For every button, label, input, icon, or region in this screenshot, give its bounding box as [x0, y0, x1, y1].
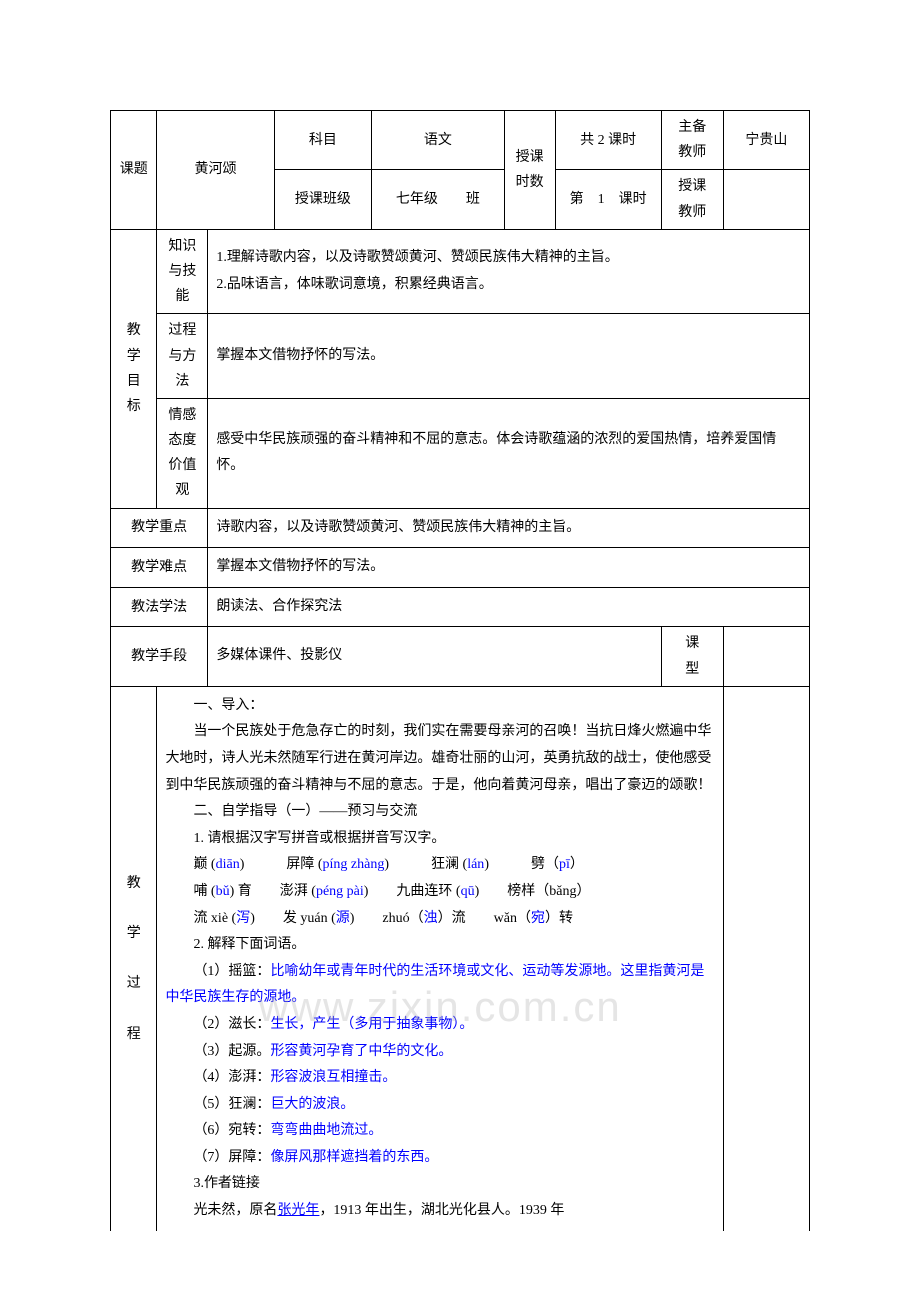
label-method: 教法学法 — [111, 587, 208, 627]
label-main-teacher: 主备教师 — [661, 111, 723, 170]
label-focus: 教学重点 — [111, 508, 208, 548]
label-means: 教学手段 — [111, 627, 208, 686]
topic-value: 黄河颂 — [157, 111, 274, 230]
main-teacher: 宁贵山 — [723, 111, 809, 170]
def-7: （7）屏障：像屏风那样遮挡着的东西。 — [165, 1145, 714, 1172]
label-difficulty: 教学难点 — [111, 548, 208, 588]
label-emotion: 情感态度价值观 — [157, 398, 208, 508]
means-text: 多媒体课件、投影仪 — [208, 627, 661, 686]
process-right-blank — [723, 686, 809, 1230]
label-class: 授课班级 — [274, 170, 371, 229]
def-4: （4）澎湃：形容波浪互相撞击。 — [165, 1065, 714, 1092]
total-hours: 共 2 课时 — [555, 111, 661, 170]
def-6: （6）宛转：弯弯曲曲地流过。 — [165, 1118, 714, 1145]
def-3: （3）起源。形容黄河孕育了中华的文化。 — [165, 1039, 714, 1066]
intro-text: 当一个民族处于危急存亡的时刻，我们实在需要母亲河的召唤！当抗日烽火燃遍中华大地时… — [165, 719, 714, 799]
label-process: 过程与方法 — [157, 314, 208, 399]
q2-title: 2. 解释下面词语。 — [165, 932, 714, 959]
knowledge-text: 1.理解诗歌内容，以及诗歌赞颂黄河、赞颂民族伟大精神的主旨。 2.品味语言，体味… — [208, 229, 810, 314]
q3-title: 3.作者链接 — [165, 1171, 714, 1198]
label-process-flow: 教 学 过 程 — [111, 686, 157, 1230]
label-knowledge: 知识与技能 — [157, 229, 208, 314]
process-text: 掌握本文借物抒怀的写法。 — [208, 314, 810, 399]
def-2: （2）滋长：生长，产生（多用于抽象事物）。 — [165, 1012, 714, 1039]
label-topic: 课题 — [111, 111, 157, 230]
label-goals: 教学目标 — [111, 229, 157, 508]
author-line: 光未然，原名张光年，1913 年出生，湖北光化县人。1939 年 — [165, 1198, 714, 1225]
def-1: （1）摇篮：比喻幼年或青年时代的生活环境或文化、运动等发源地。这里指黄河是中华民… — [165, 959, 714, 1012]
label-teach-teacher: 授课教师 — [661, 170, 723, 229]
label-hours: 授课时数 — [504, 111, 555, 230]
lesson-plan-table: 课题 黄河颂 科目 语文 授课时数 共 2 课时 主备教师 宁贵山 授课班级 七… — [110, 110, 810, 1231]
difficulty-text: 掌握本文借物抒怀的写法。 — [208, 548, 810, 588]
emotion-text: 感受中华民族顽强的奋斗精神和不屈的意志。体会诗歌蕴涵的浓烈的爱国热情，培养爱国情… — [208, 398, 810, 508]
teach-teacher — [723, 170, 809, 229]
pinyin-line-2: 哺 (bǔ) 育 澎湃 (péng pài) 九曲连环 (qū) 榜样（bǎng… — [165, 879, 714, 906]
label-ketype: 课型 — [661, 627, 723, 686]
process-content: www.zixin.com.cn 一、导入： 当一个民族处于危急存亡的时刻，我们… — [157, 686, 723, 1230]
sec2-title: 二、自学指导（一）——预习与交流 — [165, 799, 714, 826]
class-value: 七年级 班 — [372, 170, 505, 229]
subject-value: 语文 — [372, 111, 505, 170]
def-5: （5）狂澜：巨大的波浪。 — [165, 1092, 714, 1119]
period-value: 第 1 课时 — [555, 170, 661, 229]
q1-title: 1. 请根据汉字写拼音或根据拼音写汉字。 — [165, 826, 714, 853]
method-text: 朗读法、合作探究法 — [208, 587, 810, 627]
ketype-value — [723, 627, 809, 686]
pinyin-line-3: 流 xiè (泻) 发 yuán (源) zhuó（浊）流 wǎn（宛）转 — [165, 906, 714, 933]
pinyin-line-1: 巅 (diān) 屏障 (píng zhàng) 狂澜 (lán) 劈（pī） — [165, 852, 714, 879]
label-subject: 科目 — [274, 111, 371, 170]
intro-title: 一、导入： — [165, 693, 714, 720]
focus-text: 诗歌内容，以及诗歌赞颂黄河、赞颂民族伟大精神的主旨。 — [208, 508, 810, 548]
